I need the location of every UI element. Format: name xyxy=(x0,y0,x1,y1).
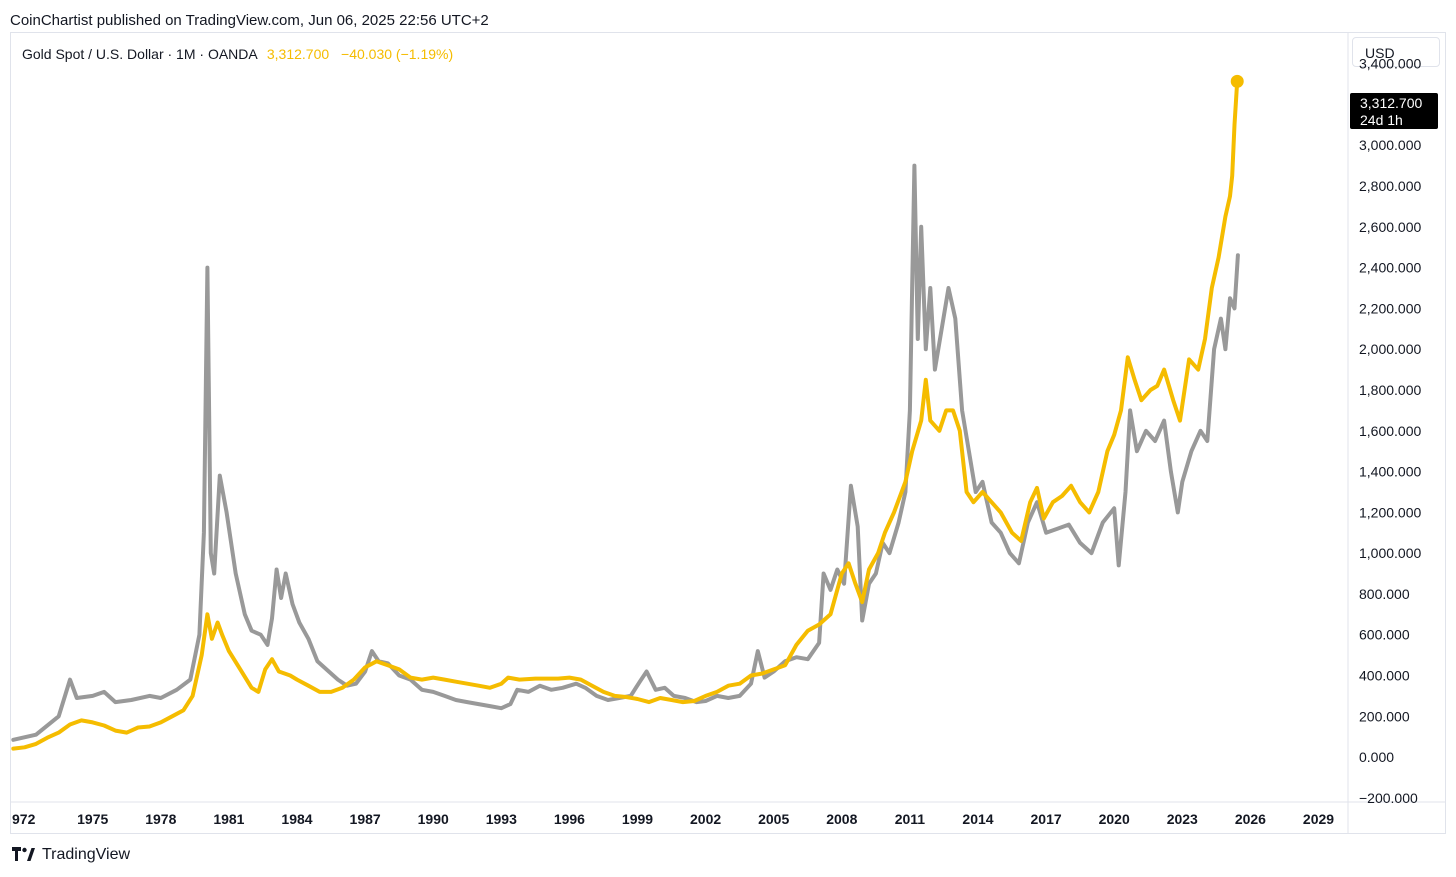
x-tick-label: 1987 xyxy=(350,811,381,827)
x-tick-label: 2002 xyxy=(690,811,721,827)
x-tick-label: 2029 xyxy=(1303,811,1334,827)
legend-last-price: 3,312.700 xyxy=(266,46,330,62)
gold-series-line xyxy=(11,79,1240,751)
x-tick-label: 1996 xyxy=(554,811,585,827)
y-tick-label: 2,200.000 xyxy=(1359,300,1421,316)
y-tick-label: 3,400.000 xyxy=(1359,56,1421,72)
x-tick-label: 1999 xyxy=(622,811,653,827)
x-tick-label: 1978 xyxy=(145,811,176,827)
y-tick-label: 2,600.000 xyxy=(1359,219,1421,235)
x-tick-label: 2017 xyxy=(1031,811,1062,827)
x-tick-label: 2008 xyxy=(826,811,857,827)
x-tick-label: 1975 xyxy=(77,811,108,827)
last-price-tag: 3,312.700 24d 1h xyxy=(1350,93,1438,129)
legend-change: −40.030 (−1.19%) xyxy=(341,46,454,62)
last-price-dot xyxy=(1230,74,1244,88)
x-tick-label: 1993 xyxy=(486,811,517,827)
x-tick-label: 1984 xyxy=(281,811,312,827)
y-tick-label: −200.000 xyxy=(1359,790,1418,806)
y-tick-label: 3,000.000 xyxy=(1359,137,1421,153)
y-tick-label: 1,200.000 xyxy=(1359,504,1421,520)
x-tick-label: 2023 xyxy=(1167,811,1198,827)
gray-series-line xyxy=(11,163,1240,742)
x-tick-label: 2005 xyxy=(758,811,789,827)
currency-button[interactable]: USD xyxy=(1352,37,1440,67)
x-tick-label: 1981 xyxy=(213,811,244,827)
y-tick-label: 400.000 xyxy=(1359,668,1410,684)
x-tick-label: 2014 xyxy=(962,811,993,827)
x-tick-label: 1990 xyxy=(418,811,449,827)
x-tick-label: 2011 xyxy=(895,811,926,827)
y-tick-label: 0.000 xyxy=(1359,749,1394,765)
y-tick-label: 2,000.000 xyxy=(1359,341,1421,357)
y-tick-label: 800.000 xyxy=(1359,586,1410,602)
y-tick-label: 2,400.000 xyxy=(1359,260,1421,276)
y-tick-label: 2,800.000 xyxy=(1359,178,1421,194)
legend-symbol[interactable]: Gold Spot / U.S. Dollar · 1M · OANDA xyxy=(22,46,257,62)
x-tick-label: 972 xyxy=(12,811,36,827)
price-tag-value: 3,312.700 xyxy=(1360,95,1422,111)
symbol-legend[interactable]: Gold Spot / U.S. Dollar · 1M · OANDA 3,3… xyxy=(22,46,453,62)
brand-label: TradingView xyxy=(42,846,131,863)
y-tick-label: 200.000 xyxy=(1359,708,1410,724)
x-tick-label: 2020 xyxy=(1099,811,1130,827)
tradingview-logo-icon xyxy=(12,847,35,861)
price-tag-countdown: 24d 1h xyxy=(1360,112,1403,128)
tradingview-brand[interactable]: TradingView xyxy=(12,846,130,864)
y-tick-label: 1,000.000 xyxy=(1359,545,1421,561)
x-tick-label: 2026 xyxy=(1235,811,1266,827)
y-tick-label: 600.000 xyxy=(1359,627,1410,643)
y-tick-label: 1,800.000 xyxy=(1359,382,1421,398)
y-tick-label: 1,600.000 xyxy=(1359,423,1421,439)
y-tick-label: 1,400.000 xyxy=(1359,464,1421,480)
publisher-caption: CoinChartist published on TradingView.co… xyxy=(10,12,489,29)
